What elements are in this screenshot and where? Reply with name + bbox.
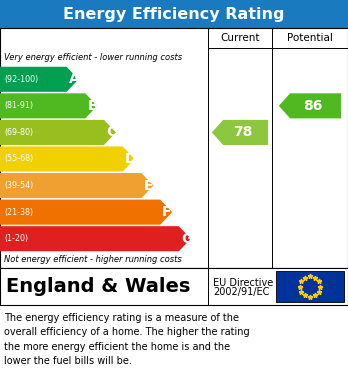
Polygon shape xyxy=(0,147,135,172)
Text: 86: 86 xyxy=(303,99,323,113)
Bar xyxy=(0,28,348,268)
Polygon shape xyxy=(0,67,79,92)
Polygon shape xyxy=(0,226,191,251)
Text: 2002/91/EC: 2002/91/EC xyxy=(213,287,269,298)
Bar xyxy=(276,271,344,302)
Text: C: C xyxy=(106,126,116,140)
Text: (1-20): (1-20) xyxy=(4,234,28,243)
Text: EU Directive: EU Directive xyxy=(213,278,273,287)
Text: (21-38): (21-38) xyxy=(4,208,33,217)
Text: D: D xyxy=(125,152,136,166)
Polygon shape xyxy=(279,93,341,118)
Text: (55-68): (55-68) xyxy=(4,154,33,163)
Text: Potential: Potential xyxy=(287,33,333,43)
Text: England & Wales: England & Wales xyxy=(6,277,190,296)
Text: A: A xyxy=(69,72,79,86)
Text: Energy Efficiency Rating: Energy Efficiency Rating xyxy=(63,7,285,22)
Polygon shape xyxy=(0,93,97,118)
Text: Very energy efficient - lower running costs: Very energy efficient - lower running co… xyxy=(4,54,182,63)
Text: (39-54): (39-54) xyxy=(4,181,33,190)
Text: F: F xyxy=(162,205,172,219)
Bar xyxy=(0,268,348,305)
Polygon shape xyxy=(0,173,153,198)
Text: G: G xyxy=(181,232,192,246)
Text: Not energy efficient - higher running costs: Not energy efficient - higher running co… xyxy=(4,255,182,264)
Bar xyxy=(0,0,348,28)
Text: (92-100): (92-100) xyxy=(4,75,38,84)
Polygon shape xyxy=(212,120,268,145)
Polygon shape xyxy=(0,200,172,225)
Text: E: E xyxy=(143,179,153,193)
Polygon shape xyxy=(0,120,116,145)
Text: (69-80): (69-80) xyxy=(4,128,33,137)
Text: Current: Current xyxy=(220,33,260,43)
Text: 78: 78 xyxy=(233,126,253,140)
Text: B: B xyxy=(87,99,98,113)
Text: The energy efficiency rating is a measure of the
overall efficiency of a home. T: The energy efficiency rating is a measur… xyxy=(4,313,250,366)
Text: (81-91): (81-91) xyxy=(4,101,33,110)
